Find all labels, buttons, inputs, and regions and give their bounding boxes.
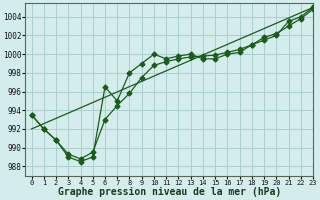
X-axis label: Graphe pression niveau de la mer (hPa): Graphe pression niveau de la mer (hPa) [58, 187, 281, 197]
